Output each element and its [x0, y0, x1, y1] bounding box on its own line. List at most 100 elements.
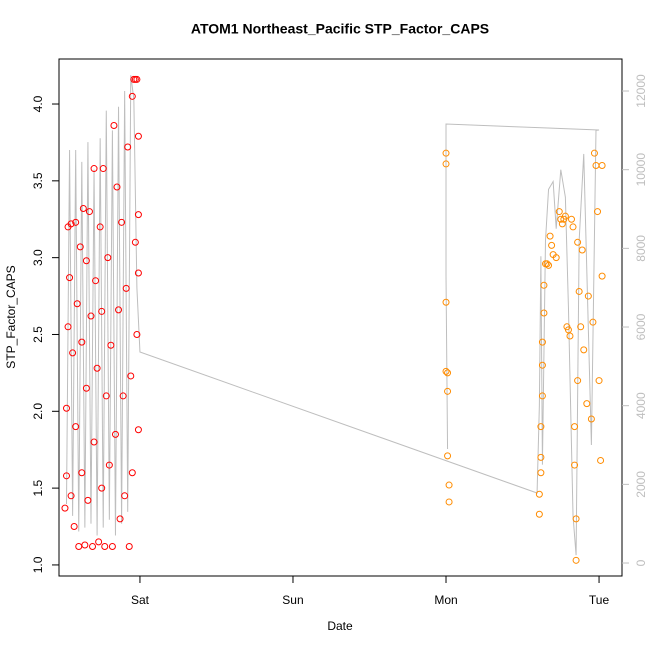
chart-title: ATOM1 Northeast_Pacific STP_Factor_CAPS — [191, 21, 489, 37]
point — [546, 232, 554, 240]
point — [575, 287, 583, 295]
point — [535, 510, 543, 518]
x-tick-label: Sat — [131, 593, 150, 607]
point — [66, 274, 74, 282]
point — [99, 165, 107, 173]
point — [540, 309, 548, 317]
point — [62, 472, 70, 480]
point — [572, 556, 580, 564]
point — [597, 456, 605, 464]
point — [89, 543, 97, 551]
point — [113, 183, 121, 191]
point — [574, 377, 582, 385]
point — [127, 372, 135, 380]
point — [72, 218, 80, 226]
point — [108, 543, 116, 551]
line — [65, 75, 600, 556]
point — [538, 361, 546, 369]
point — [85, 208, 93, 216]
point — [79, 204, 87, 212]
point — [105, 461, 113, 469]
point — [444, 387, 452, 395]
point — [95, 538, 103, 546]
point — [110, 122, 118, 130]
y-tick-label: 1.0 — [31, 556, 45, 573]
x-tick-label: Tue — [589, 593, 610, 607]
point — [442, 367, 450, 375]
point — [118, 218, 126, 226]
point — [124, 143, 132, 151]
point — [134, 269, 142, 277]
y-tick-label: 2.5 — [31, 326, 45, 343]
point — [70, 523, 78, 531]
point — [561, 212, 569, 220]
y2-tick-label: 8000 — [634, 235, 648, 262]
point — [101, 543, 109, 551]
y-tick-label: 3.5 — [31, 172, 45, 189]
point — [125, 543, 133, 551]
y-tick-label: 3.0 — [31, 249, 45, 266]
y2-tick-label: 4000 — [634, 392, 648, 419]
point — [537, 453, 545, 461]
point — [538, 392, 546, 400]
y-tick-label: 1.5 — [31, 479, 45, 496]
point — [566, 332, 574, 340]
point — [444, 369, 452, 377]
point — [131, 238, 139, 246]
point — [121, 492, 129, 500]
point — [115, 306, 123, 314]
point — [134, 426, 142, 434]
point — [116, 515, 124, 523]
point — [67, 220, 75, 228]
y2-tick-label: 12000 — [634, 74, 648, 108]
point — [128, 469, 136, 477]
point — [98, 307, 106, 315]
point — [442, 160, 450, 168]
plot-box — [58, 58, 623, 577]
point — [84, 496, 92, 504]
point — [76, 243, 84, 251]
point — [111, 430, 119, 438]
point — [569, 223, 577, 231]
x-tick-label: Mon — [434, 593, 457, 607]
point — [81, 541, 89, 549]
point — [545, 261, 553, 269]
point — [96, 223, 104, 231]
point — [62, 404, 70, 412]
point — [73, 300, 81, 308]
point — [567, 215, 575, 223]
point — [442, 298, 450, 306]
y-tick-label: 2.0 — [31, 403, 45, 420]
point — [587, 415, 595, 423]
point — [82, 384, 90, 392]
point — [583, 400, 591, 408]
point — [574, 238, 582, 246]
point — [537, 469, 545, 477]
point — [558, 220, 566, 228]
point — [133, 75, 141, 83]
point — [572, 515, 580, 523]
point — [578, 246, 586, 254]
point — [75, 543, 83, 551]
point — [133, 330, 141, 338]
point — [107, 341, 115, 349]
point — [580, 346, 588, 354]
point — [78, 338, 86, 346]
point — [577, 323, 585, 331]
y-tick-label: 4.0 — [31, 95, 45, 112]
point — [442, 149, 450, 157]
point — [93, 364, 101, 372]
y2-tick-label: 6000 — [634, 313, 648, 340]
x-axis-label: Date — [327, 619, 353, 633]
point — [444, 452, 452, 460]
y2-tick-label: 2000 — [634, 471, 648, 498]
point — [78, 469, 86, 477]
point — [122, 284, 130, 292]
point — [119, 392, 127, 400]
point — [598, 272, 606, 280]
point — [67, 492, 75, 500]
point — [92, 277, 100, 285]
point — [540, 281, 548, 289]
point — [134, 132, 142, 140]
